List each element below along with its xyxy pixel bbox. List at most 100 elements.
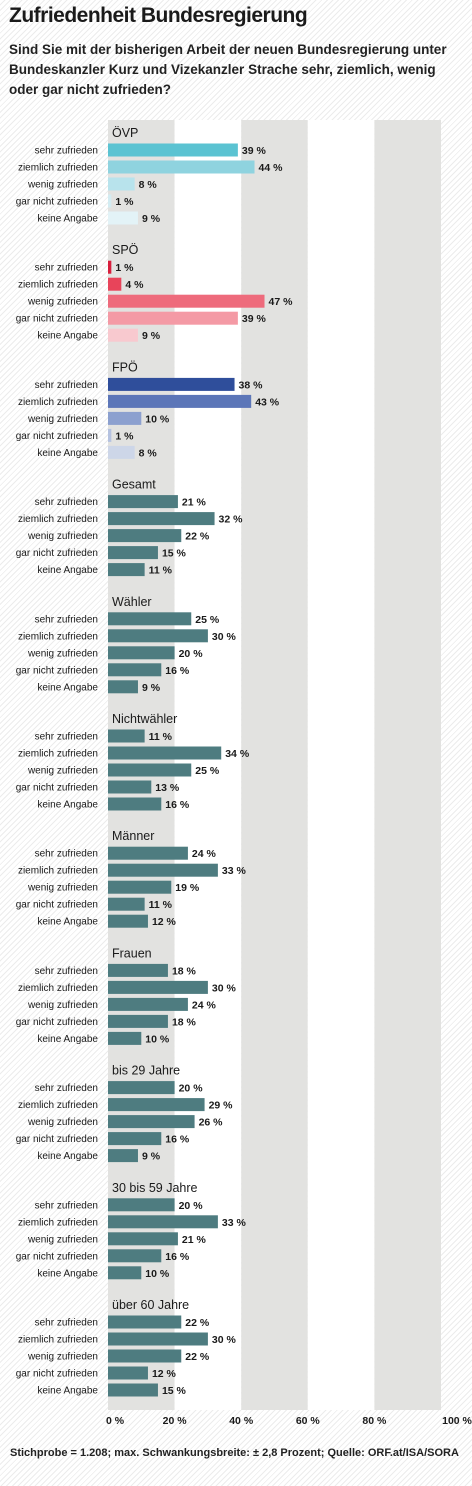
bar (108, 1383, 158, 1397)
category-label: keine Angabe (37, 682, 98, 693)
bar (108, 1014, 168, 1028)
category-label: gar nicht zufrieden (16, 900, 98, 911)
bar (108, 963, 168, 977)
bar (108, 563, 145, 577)
group-title: über 60 Jahre (112, 1298, 189, 1312)
bar (108, 663, 162, 677)
category-label: wenig zufrieden (27, 766, 98, 777)
category-label: wenig zufrieden (27, 1234, 98, 1245)
group-title: FPÖ (112, 360, 138, 374)
value-label: 30 % (212, 1334, 237, 1346)
category-label: ziemlich zufrieden (18, 983, 98, 994)
bar (108, 612, 192, 626)
bar (108, 328, 138, 342)
bar (108, 143, 238, 157)
bar (108, 797, 162, 811)
value-label: 16 % (165, 1134, 190, 1146)
bar (108, 394, 252, 408)
background-band (241, 120, 308, 1410)
value-label: 34 % (225, 748, 250, 760)
value-label: 12 % (152, 916, 177, 928)
category-label: ziemlich zufrieden (18, 631, 98, 642)
value-label: 38 % (239, 379, 264, 391)
category-label: gar nicht zufrieden (16, 1134, 98, 1145)
category-label: gar nicht zufrieden (16, 314, 98, 325)
bar (108, 1249, 162, 1263)
category-label: sehr zufrieden (35, 146, 98, 157)
category-label: ziemlich zufrieden (18, 397, 98, 408)
value-label: 21 % (182, 497, 207, 509)
bar (108, 997, 188, 1011)
category-label: gar nicht zufrieden (16, 197, 98, 208)
value-label: 18 % (172, 1016, 197, 1028)
x-tick-label: 40 % (229, 1415, 254, 1427)
value-label: 16 % (165, 799, 190, 811)
value-label: 13 % (155, 782, 180, 794)
value-label: 47 % (269, 296, 294, 308)
value-label: 19 % (175, 882, 200, 894)
value-label: 10 % (145, 413, 170, 425)
chart-subtitle: Sind Sie mit der bisherigen Arbeit der n… (9, 42, 447, 97)
bar (108, 311, 238, 325)
bar (108, 1149, 138, 1163)
bar (108, 1266, 142, 1280)
bar (108, 1215, 218, 1229)
bar (108, 1115, 195, 1129)
bar (108, 897, 145, 911)
category-label: wenig zufrieden (27, 1117, 98, 1128)
value-label: 9 % (142, 1151, 161, 1163)
bar (108, 1366, 148, 1380)
bar (108, 495, 178, 509)
value-label: 20 % (179, 1083, 204, 1095)
value-label: 25 % (195, 614, 220, 626)
value-label: 29 % (209, 1100, 234, 1112)
value-label: 15 % (162, 548, 187, 560)
value-label: 24 % (192, 848, 217, 860)
category-label: keine Angabe (37, 800, 98, 811)
value-label: 25 % (195, 765, 220, 777)
bar (108, 445, 135, 459)
group-title: SPÖ (112, 243, 139, 257)
value-label: 22 % (185, 531, 210, 543)
category-label: gar nicht zufrieden (16, 665, 98, 676)
value-label: 20 % (179, 648, 204, 660)
category-label: ziemlich zufrieden (18, 163, 98, 174)
category-label: sehr zufrieden (35, 1083, 98, 1094)
bar (108, 529, 182, 543)
category-label: sehr zufrieden (35, 966, 98, 977)
x-tick-label: 80 % (362, 1415, 387, 1427)
bar (108, 160, 255, 174)
value-label: 24 % (192, 999, 217, 1011)
value-label: 39 % (242, 313, 267, 325)
bar (108, 546, 158, 560)
bar (108, 914, 148, 928)
group-title: ÖVP (112, 126, 138, 140)
value-label: 26 % (199, 1117, 224, 1129)
category-label: sehr zufrieden (35, 732, 98, 743)
category-label: gar nicht zufrieden (16, 1251, 98, 1262)
category-label: keine Angabe (37, 565, 98, 576)
value-label: 11 % (149, 565, 173, 577)
category-label: sehr zufrieden (35, 263, 98, 274)
value-label: 8 % (139, 179, 158, 191)
chart-title: Zufriedenheit Bundesregierung (9, 4, 308, 27)
bar (108, 428, 112, 442)
bar (108, 377, 235, 391)
category-label: wenig zufrieden (27, 297, 98, 308)
category-label: gar nicht zufrieden (16, 548, 98, 559)
category-label: wenig zufrieden (27, 1352, 98, 1363)
category-label: gar nicht zufrieden (16, 1017, 98, 1028)
value-label: 33 % (222, 865, 247, 877)
bar (108, 1132, 162, 1146)
value-label: 4 % (125, 279, 144, 291)
category-label: ziemlich zufrieden (18, 514, 98, 525)
x-tick-label: 100 % (442, 1415, 472, 1427)
value-label: 9 % (142, 330, 161, 342)
bar (108, 863, 218, 877)
category-label: ziemlich zufrieden (18, 749, 98, 760)
category-label: ziemlich zufrieden (18, 1335, 98, 1346)
x-tick-label: 20 % (163, 1415, 188, 1427)
category-label: ziemlich zufrieden (18, 1217, 98, 1228)
bar (108, 277, 122, 291)
value-label: 30 % (212, 631, 237, 643)
